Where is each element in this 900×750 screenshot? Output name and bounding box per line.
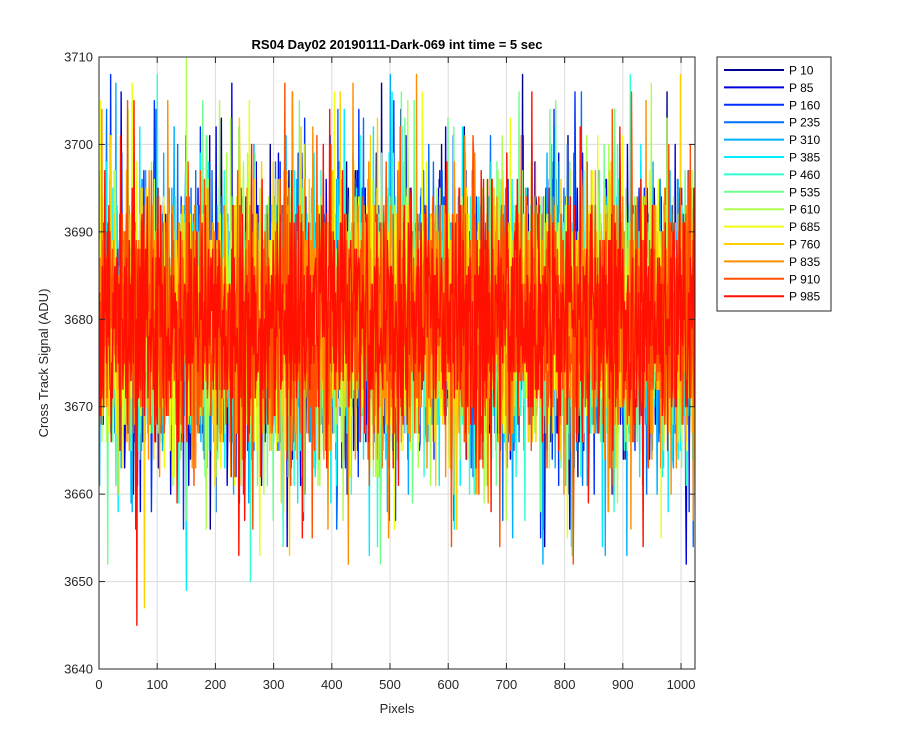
legend-label: P 610 [789, 203, 820, 217]
legend-label: P 10 [789, 64, 814, 78]
legend-item[interactable]: P 160 [724, 98, 820, 112]
legend-label: P 385 [789, 151, 820, 165]
x-tick-label: 1000 [667, 677, 696, 692]
y-tick-label: 3700 [64, 137, 93, 152]
legend-label: P 685 [789, 220, 820, 234]
x-tick-label: 700 [496, 677, 518, 692]
legend-item[interactable]: P 235 [724, 116, 820, 130]
y-tick-label: 3710 [64, 50, 93, 65]
x-tick-label: 0 [95, 677, 102, 692]
legend-item[interactable]: P 310 [724, 133, 820, 147]
x-axis-label: Pixels [380, 701, 415, 716]
y-tick-label: 3670 [64, 399, 93, 414]
legend-item[interactable]: P 535 [724, 185, 820, 199]
legend-label: P 835 [789, 255, 820, 269]
legend-item[interactable]: P 685 [724, 220, 820, 234]
legend-label: P 760 [789, 238, 820, 252]
y-tick-label: 3660 [64, 487, 93, 502]
x-axis: 0 100 200 300 400 500 600 700 800 900 1000 [95, 57, 695, 692]
legend-label: P 535 [789, 185, 820, 199]
legend-label: P 85 [789, 81, 814, 95]
legend-item[interactable]: P 460 [724, 168, 820, 182]
legend-item[interactable]: P 985 [724, 290, 820, 304]
y-tick-label: 3690 [64, 224, 93, 239]
y-axis-label: Cross Track Signal (ADU) [36, 289, 51, 438]
legend-label: P 985 [789, 290, 820, 304]
y-axis: 3640 3650 3660 3670 3680 3690 3700 3710 [64, 50, 695, 677]
legend-label: P 160 [789, 98, 820, 112]
legend-label: P 235 [789, 116, 820, 130]
legend[interactable]: P 10 P 85 P 160 P 235 P 310 P 385 P 460 P 535 P … [716, 56, 832, 312]
legend-item[interactable]: P 760 [724, 238, 820, 252]
x-tick-label: 100 [146, 677, 168, 692]
legend-item[interactable]: P 610 [724, 203, 820, 217]
axes-box [98, 56, 696, 670]
plot-area: 0 100 200 300 400 500 600 700 800 900 1000 3640 365… [64, 50, 696, 692]
legend-item[interactable]: P 10 [724, 64, 814, 78]
legend-items: P 10 P 85 P 160 P 235 P 310 P 385 P 460 P 535 P … [724, 64, 820, 304]
x-tick-label: 400 [321, 677, 343, 692]
y-tick-label: 3680 [64, 312, 93, 327]
chart-title: RS04 Day02 20190111-Dark-069 int time = … [252, 37, 543, 52]
x-tick-label: 500 [379, 677, 401, 692]
x-tick-label: 800 [554, 677, 576, 692]
y-tick-label: 3650 [64, 574, 93, 589]
y-tick-label: 3640 [64, 662, 93, 677]
series-layer [99, 57, 695, 626]
x-tick-label: 600 [437, 677, 459, 692]
legend-box [716, 56, 832, 312]
legend-item[interactable]: P 85 [724, 81, 814, 95]
series-line-p985 [99, 91, 695, 626]
legend-item[interactable]: P 835 [724, 255, 820, 269]
legend-item[interactable]: P 910 [724, 272, 820, 286]
x-tick-label: 300 [263, 677, 285, 692]
x-tick-label: 200 [205, 677, 227, 692]
legend-label: P 910 [789, 272, 820, 286]
legend-item[interactable]: P 385 [724, 151, 820, 165]
x-tick-label: 900 [612, 677, 634, 692]
legend-label: P 460 [789, 168, 820, 182]
legend-label: P 310 [789, 133, 820, 147]
